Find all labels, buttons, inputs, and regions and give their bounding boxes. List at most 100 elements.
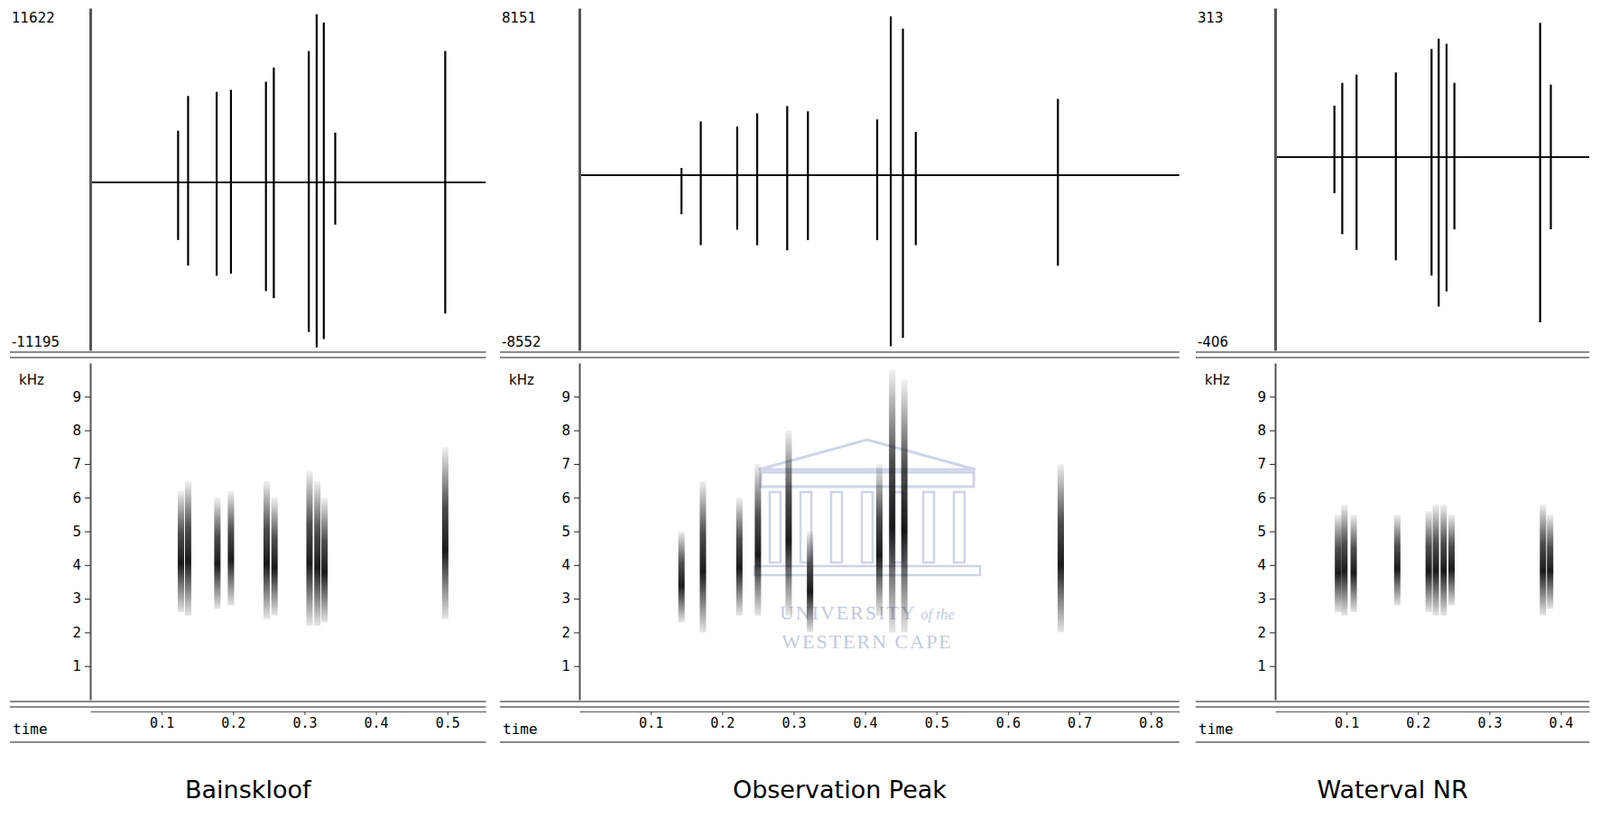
khz-tick-mark (1269, 396, 1276, 398)
khz-tick: 9 (1257, 388, 1276, 406)
panel: -1119511622123456789kHz0.10.20.30.40.5ti… (9, 9, 487, 805)
time-tick: 0.2 (1405, 711, 1431, 731)
khz-tick-mark (84, 564, 91, 566)
oscillogram-marks (90, 14, 486, 348)
spectrogram-marks (1334, 504, 1554, 616)
time-tick: 0.8 (1138, 711, 1164, 731)
time-tick-label: 0.4 (853, 714, 879, 731)
pulse (756, 112, 759, 245)
khz-tick-mark (1269, 665, 1276, 667)
separator (499, 356, 1180, 359)
pulse (443, 51, 446, 315)
khz-tick: 7 (72, 455, 91, 472)
separator (9, 740, 486, 743)
time-tick: 0.5 (435, 711, 461, 731)
spectrogram-band (785, 430, 792, 616)
spectrogram-band (1350, 514, 1358, 612)
khz-tick-label: 3 (72, 590, 82, 607)
y-tick-label: 11622 (11, 9, 56, 27)
oscillogram-marks (1275, 22, 1590, 323)
spectrogram-band (754, 463, 761, 616)
khz-tick-label: 5 (72, 523, 82, 540)
time-tick: 0.1 (1334, 711, 1360, 731)
spectrogram-band (1334, 514, 1342, 612)
khz-tick: 9 (72, 388, 91, 406)
time-label: time (1198, 720, 1234, 738)
khz-tick: 3 (561, 590, 580, 607)
time-tick-label: 0.2 (710, 714, 735, 731)
khz-tick-mark (573, 463, 580, 465)
pulse (680, 167, 683, 214)
time-tick-label: 0.2 (1405, 714, 1431, 731)
pulse (1341, 83, 1343, 235)
khz-tick-label: 6 (72, 490, 82, 507)
time-tick-label: 0.2 (221, 714, 246, 731)
khz-tick: 8 (561, 422, 580, 439)
pulse (1333, 105, 1336, 194)
khz-tick: 6 (72, 490, 91, 507)
separator (9, 705, 486, 708)
watermark-column (923, 491, 935, 563)
spectrogram-band (305, 470, 313, 626)
pulse (1453, 83, 1456, 230)
khz-tick-mark (84, 396, 91, 398)
time-tick-label: 0.3 (292, 714, 317, 731)
khz-tick-mark (1269, 463, 1276, 465)
khz-tick-label: 5 (561, 523, 571, 540)
khz-tick: 1 (561, 657, 580, 675)
separator (1195, 705, 1590, 708)
khz-tick-mark (84, 631, 91, 633)
khz-tick-mark (573, 396, 580, 398)
khz-tick: 6 (561, 490, 580, 507)
pulse (1430, 48, 1433, 276)
panel-title: Observation Peak (732, 775, 947, 804)
y-tick-label: 8151 (501, 9, 537, 27)
time-label: time (12, 720, 48, 738)
khz-tick-mark (84, 497, 91, 499)
khz-tick-label: 3 (1257, 590, 1267, 607)
khz-tick-label: 7 (561, 455, 571, 472)
time-tick-label: 0.5 (435, 714, 461, 731)
watermark-word: UNIVERSITY (779, 601, 917, 624)
spectrogram-band (806, 531, 814, 633)
khz-tick-mark (573, 531, 580, 533)
khz-tick: 2 (72, 624, 91, 641)
khz-tick-label: 4 (1257, 556, 1267, 574)
pulse (1056, 98, 1059, 266)
spectrogram-marks (678, 369, 1064, 632)
khz-tick-mark (573, 631, 580, 633)
y-tick-label: 313 (1197, 9, 1224, 27)
separator (9, 351, 486, 353)
time-tick-label: 0.1 (638, 714, 664, 731)
time-tick-label: 0.3 (781, 714, 806, 731)
watermark-column (953, 491, 965, 563)
pulse (307, 51, 310, 333)
khz-tick-mark (1269, 564, 1276, 566)
time-tick: 0.2 (710, 711, 735, 731)
y-axis-line (1274, 9, 1277, 352)
baseline (579, 174, 1180, 176)
time-tick: 0.1 (638, 711, 664, 731)
spectrogram-band (876, 463, 883, 616)
khz-tick: 7 (1257, 455, 1276, 472)
time-tick-label: 0.1 (149, 714, 175, 731)
khz-tick-label: 8 (1257, 422, 1267, 439)
khz-tick-label: 3 (561, 590, 571, 607)
time-tick-label: 0.4 (1549, 714, 1574, 731)
pulse (699, 121, 702, 246)
watermark-text: WESTERN CAPE (781, 629, 953, 653)
khz-tick-label: 9 (1257, 388, 1267, 406)
khz-tick-label: 8 (72, 422, 82, 439)
y-tick: 8151 (501, 9, 580, 27)
pulse (876, 119, 879, 241)
time-axis: 0.10.20.30.40.50.60.70.8 (580, 711, 1181, 731)
time-tick: 0.3 (292, 711, 317, 731)
watermark-column (861, 491, 873, 563)
panel: -85528151123456789kHz0.10.20.30.40.50.60… (499, 9, 1180, 805)
khz-tick: 6 (1257, 490, 1276, 507)
khz-axis: 123456789 (561, 363, 580, 701)
separator (499, 740, 1180, 743)
khz-tick: 3 (72, 590, 91, 607)
khz-tick-label: 9 (561, 388, 571, 406)
time-tick-label: 0.3 (1477, 714, 1502, 731)
